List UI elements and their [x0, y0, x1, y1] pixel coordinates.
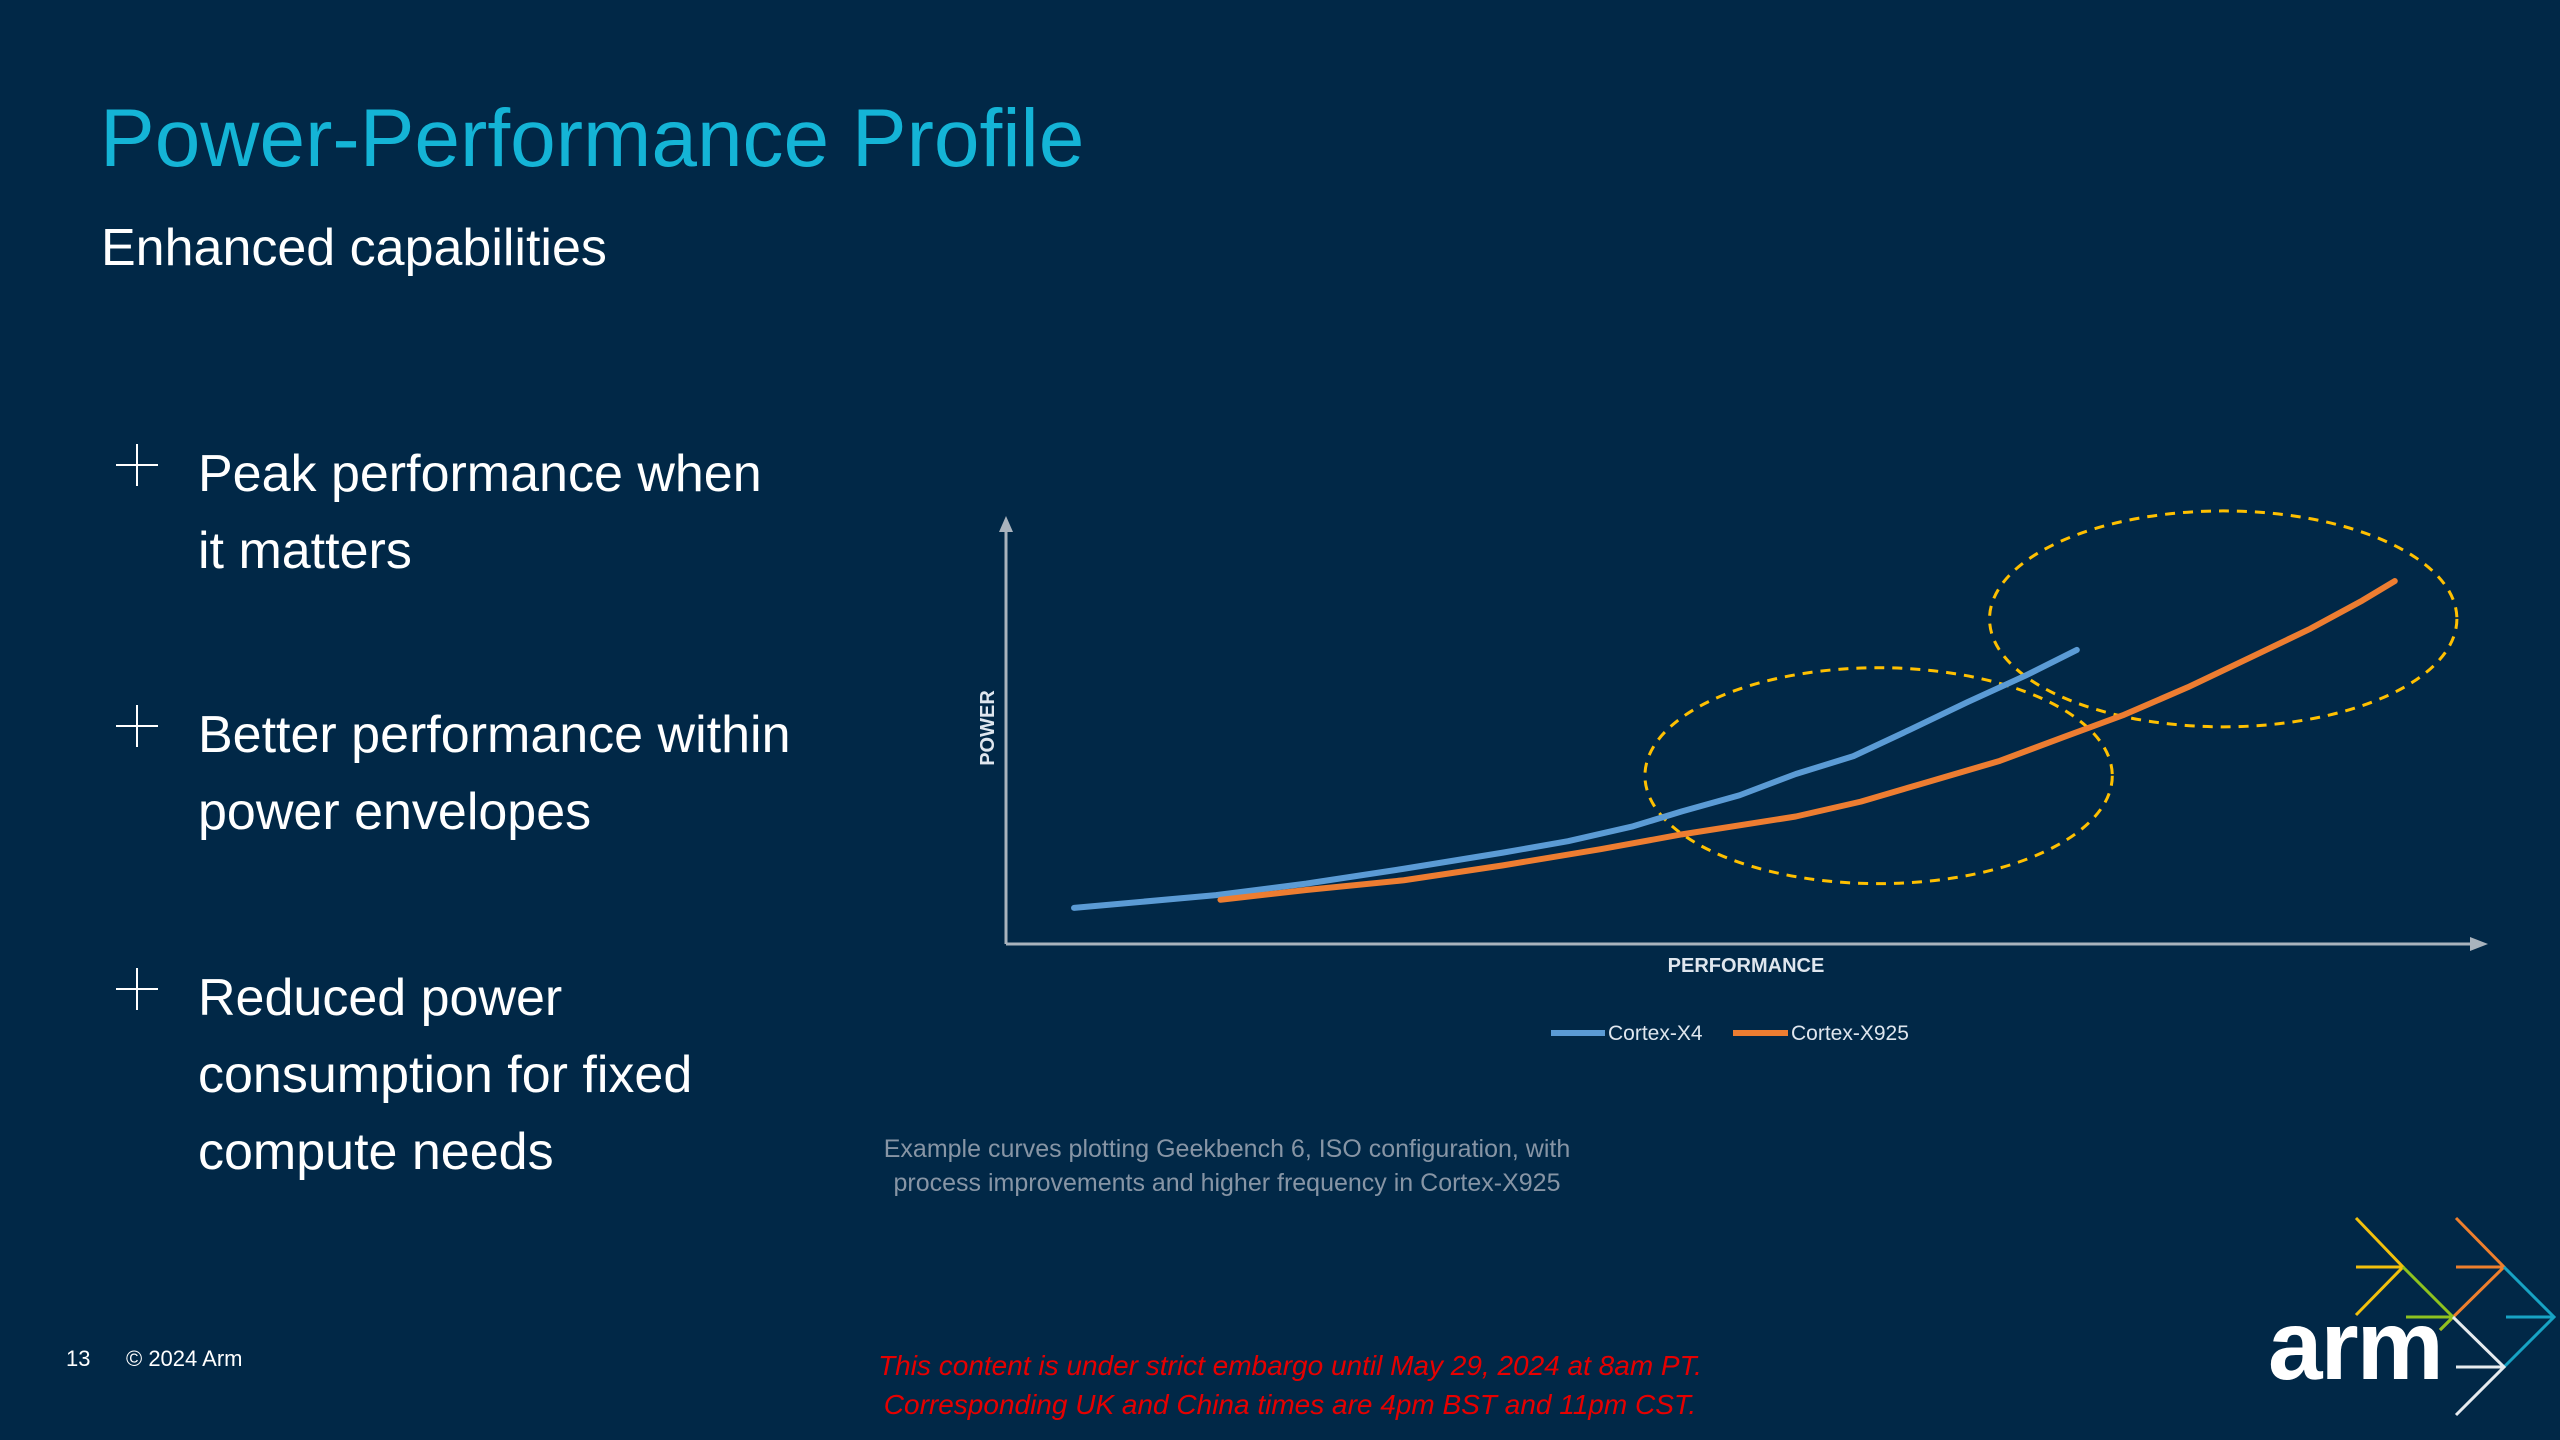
y-axis-arrow [999, 516, 1013, 532]
page-number: 13 [66, 1346, 91, 1371]
bullet-line: it matters [198, 522, 412, 580]
slide-subtitle: Enhanced capabilities [101, 219, 607, 277]
plus-icon [116, 705, 158, 747]
legend-label-cortex-x4: Cortex-X4 [1608, 1022, 1703, 1045]
embargo-line: Corresponding UK and China times are 4pm… [883, 1389, 1697, 1420]
bullet-line: Reduced power [198, 969, 563, 1027]
highlight-ellipse-2 [1988, 509, 2459, 729]
copyright: © 2024 Arm [126, 1346, 243, 1371]
series-line-cortex-x925 [1217, 578, 2398, 903]
legend-label-cortex-x925: Cortex-X925 [1791, 1022, 1909, 1045]
bullet-line: consumption for fixed [198, 1046, 693, 1104]
caption-line: process improvements and higher frequenc… [893, 1169, 1561, 1197]
embargo-notice: This content is under strict embargo unt… [590, 1346, 1990, 1424]
caption-line: Example curves plotting Geekbench 6, ISO… [883, 1135, 1571, 1163]
y-axis-label: POWER [977, 690, 999, 766]
chart-caption: Example curves plotting Geekbench 6, ISO… [727, 1132, 1727, 1200]
bullet-line: power envelopes [198, 783, 592, 841]
plus-icon [116, 968, 158, 1010]
slide-title: Power-Performance Profile [100, 93, 1085, 184]
series-line-cortex-x4 [1071, 646, 2080, 911]
x-axis-arrow [2470, 937, 2488, 951]
bullet-line: Peak performance when [198, 445, 762, 503]
arm-logo-wordmark: arm [2268, 1290, 2444, 1400]
arm-logo-arrows-icon [2354, 1216, 2557, 1417]
highlight-ellipse-1 [1643, 666, 2114, 886]
x-axis-label: PERFORMANCE [1668, 955, 1825, 977]
embargo-line: This content is under strict embargo unt… [878, 1350, 1702, 1381]
bullet-line: compute needs [198, 1123, 554, 1181]
plus-icon [116, 444, 158, 486]
bullet-line: Better performance within [198, 706, 791, 764]
